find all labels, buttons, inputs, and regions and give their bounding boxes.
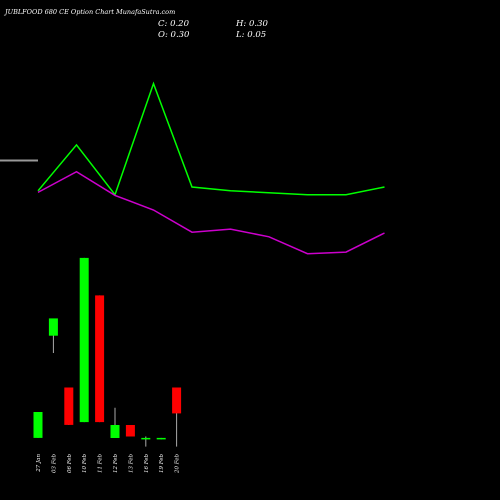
candles xyxy=(33,257,182,447)
candle-body xyxy=(125,425,135,437)
close-readout: C: 0.20 xyxy=(158,19,190,29)
magenta-line xyxy=(37,170,385,255)
x-tick-label: 06 Feb xyxy=(67,454,73,474)
candle-body xyxy=(33,412,43,438)
x-tick-label: 20 Feb xyxy=(175,454,181,475)
x-tick-label: 12 Feb xyxy=(113,454,119,474)
x-tick-label: 11 Feb xyxy=(98,454,104,474)
candle-body xyxy=(110,425,120,438)
x-tick-label: 13 Feb xyxy=(128,454,134,474)
candle-body xyxy=(64,387,74,425)
open-readout: O: 0.30 xyxy=(158,30,190,40)
high-readout: H: 0.30 xyxy=(235,19,268,29)
candle-body xyxy=(95,295,105,423)
candle-body xyxy=(141,437,151,440)
price-lines xyxy=(37,81,385,255)
low-readout: L: 0.05 xyxy=(235,30,266,40)
x-axis-ticks: 27 Jan 03 Feb 06 Feb 10 Feb 11 Feb 12 Feb 13 F… xyxy=(36,454,181,475)
candle-body xyxy=(79,257,89,423)
candle-body xyxy=(172,387,182,414)
green-line xyxy=(37,81,385,197)
x-tick-label: 27 Jan xyxy=(36,454,42,473)
candle-body xyxy=(48,318,58,336)
candle-body xyxy=(156,437,166,440)
x-tick-label: 19 Feb xyxy=(159,454,165,474)
x-tick-label: 16 Feb xyxy=(144,454,150,474)
chart-title: JUBLFOOD 680 CE Option Chart MunafaSutra… xyxy=(3,8,175,16)
x-tick-label: 10 Feb xyxy=(82,454,88,474)
x-tick-label: 03 Feb xyxy=(51,454,57,474)
